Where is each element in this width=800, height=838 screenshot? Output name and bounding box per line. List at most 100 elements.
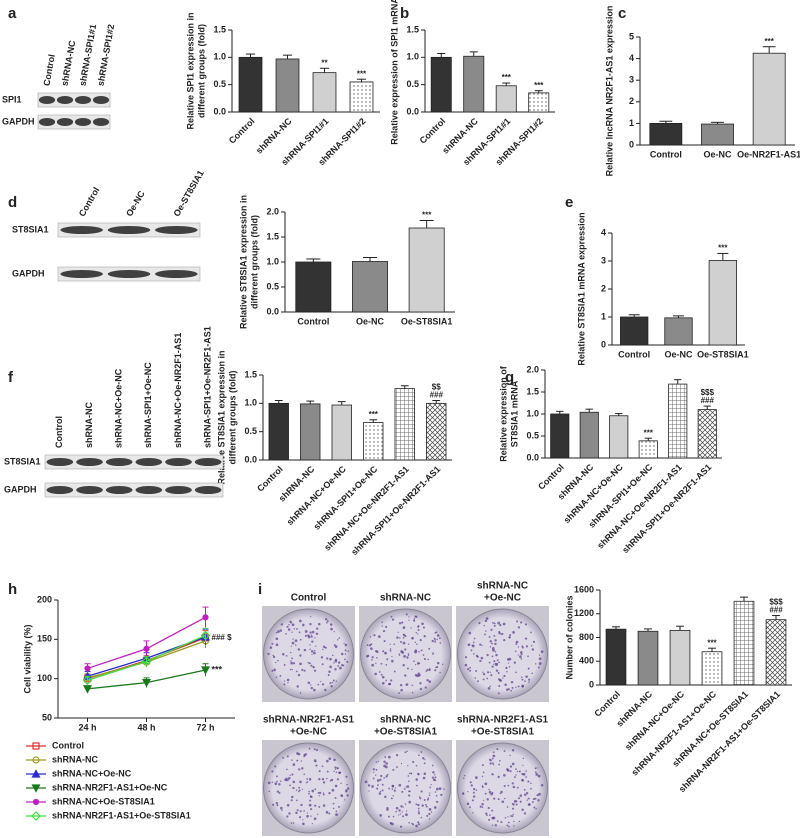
colony	[515, 671, 517, 674]
colony	[282, 756, 284, 759]
colony	[395, 806, 399, 810]
bar	[331, 404, 352, 461]
colony	[519, 794, 523, 797]
colony	[490, 628, 493, 631]
colony	[328, 792, 331, 795]
colony	[501, 800, 505, 804]
colony	[485, 812, 488, 815]
colony	[279, 674, 282, 677]
colony	[402, 664, 405, 667]
colony	[347, 650, 350, 652]
colony	[329, 780, 332, 782]
colony	[412, 823, 415, 826]
colony	[463, 775, 466, 777]
colony	[367, 784, 371, 787]
colony	[474, 677, 477, 679]
colony	[418, 754, 420, 757]
colony	[525, 645, 529, 648]
y-tick-label: 4	[629, 53, 634, 63]
colony	[310, 795, 312, 797]
colony	[484, 792, 487, 795]
colony	[492, 763, 495, 766]
annotation: ***	[212, 664, 223, 674]
y-axis-label: Relative ST8SIA1 mRNA expression	[576, 212, 586, 365]
colony	[301, 668, 304, 671]
blot-band	[194, 486, 222, 494]
colony	[509, 770, 512, 773]
colony	[341, 664, 344, 667]
colony	[375, 774, 377, 776]
colony	[416, 662, 420, 665]
y-axis-label: Relative ST8SIA1 expression in	[238, 195, 248, 329]
colony	[528, 678, 531, 681]
colony	[423, 635, 426, 638]
colony	[291, 668, 293, 671]
colony	[434, 791, 437, 793]
colony	[296, 752, 299, 755]
colony	[497, 678, 501, 681]
colony	[375, 768, 378, 771]
colony	[495, 653, 498, 657]
colony	[316, 813, 319, 815]
colony	[318, 805, 321, 808]
colony	[406, 750, 408, 753]
colony	[425, 670, 427, 673]
blot-band	[56, 96, 74, 104]
bar	[668, 383, 688, 459]
y-tick-label: 5	[629, 31, 634, 41]
colony	[376, 779, 380, 782]
colony	[329, 682, 332, 685]
bar	[550, 413, 570, 459]
lane-label: Control	[41, 54, 56, 87]
significance: ***	[502, 73, 512, 82]
colony	[411, 692, 414, 694]
colony	[525, 675, 528, 678]
colony	[326, 620, 329, 623]
colony	[337, 661, 341, 664]
colony	[471, 799, 474, 802]
significance: ***	[764, 37, 774, 46]
colony	[326, 657, 329, 660]
colony	[419, 797, 422, 800]
y-axis-label: Relative lncRNA NR2F1-AS1 expression	[604, 6, 614, 177]
colony	[407, 643, 410, 645]
colony	[537, 774, 541, 778]
colony	[374, 650, 378, 653]
colony	[272, 803, 275, 806]
bar	[579, 411, 599, 459]
colony	[275, 643, 279, 647]
x-tick-label: Control	[255, 464, 285, 494]
legend-label: shRNA-NC	[52, 754, 98, 764]
point	[200, 666, 211, 675]
colony	[402, 626, 406, 630]
colony	[385, 775, 388, 778]
colony	[503, 750, 506, 752]
colony	[407, 775, 410, 777]
dish-label: shRNA-NC	[380, 593, 431, 604]
colony	[512, 803, 514, 805]
colony	[313, 748, 316, 751]
colony	[464, 663, 468, 667]
colony	[441, 663, 444, 666]
colony	[302, 822, 305, 826]
colony	[506, 769, 510, 772]
colony	[287, 776, 291, 780]
colony	[489, 759, 492, 762]
colony	[408, 616, 410, 618]
bar	[733, 600, 755, 686]
colony	[283, 683, 286, 686]
colony	[498, 631, 501, 635]
colony	[417, 625, 420, 628]
colony	[333, 770, 335, 772]
colony	[496, 748, 499, 751]
colony	[511, 686, 514, 689]
dish-label: Control	[291, 593, 327, 604]
legend-label: shRNA-NC+Oe-NC	[52, 768, 132, 778]
colony	[520, 621, 523, 624]
row-label: GAPDH	[2, 116, 35, 126]
colony	[438, 787, 442, 791]
colony	[276, 790, 280, 793]
colony	[519, 800, 522, 803]
colony	[486, 814, 488, 817]
colony	[280, 623, 283, 626]
